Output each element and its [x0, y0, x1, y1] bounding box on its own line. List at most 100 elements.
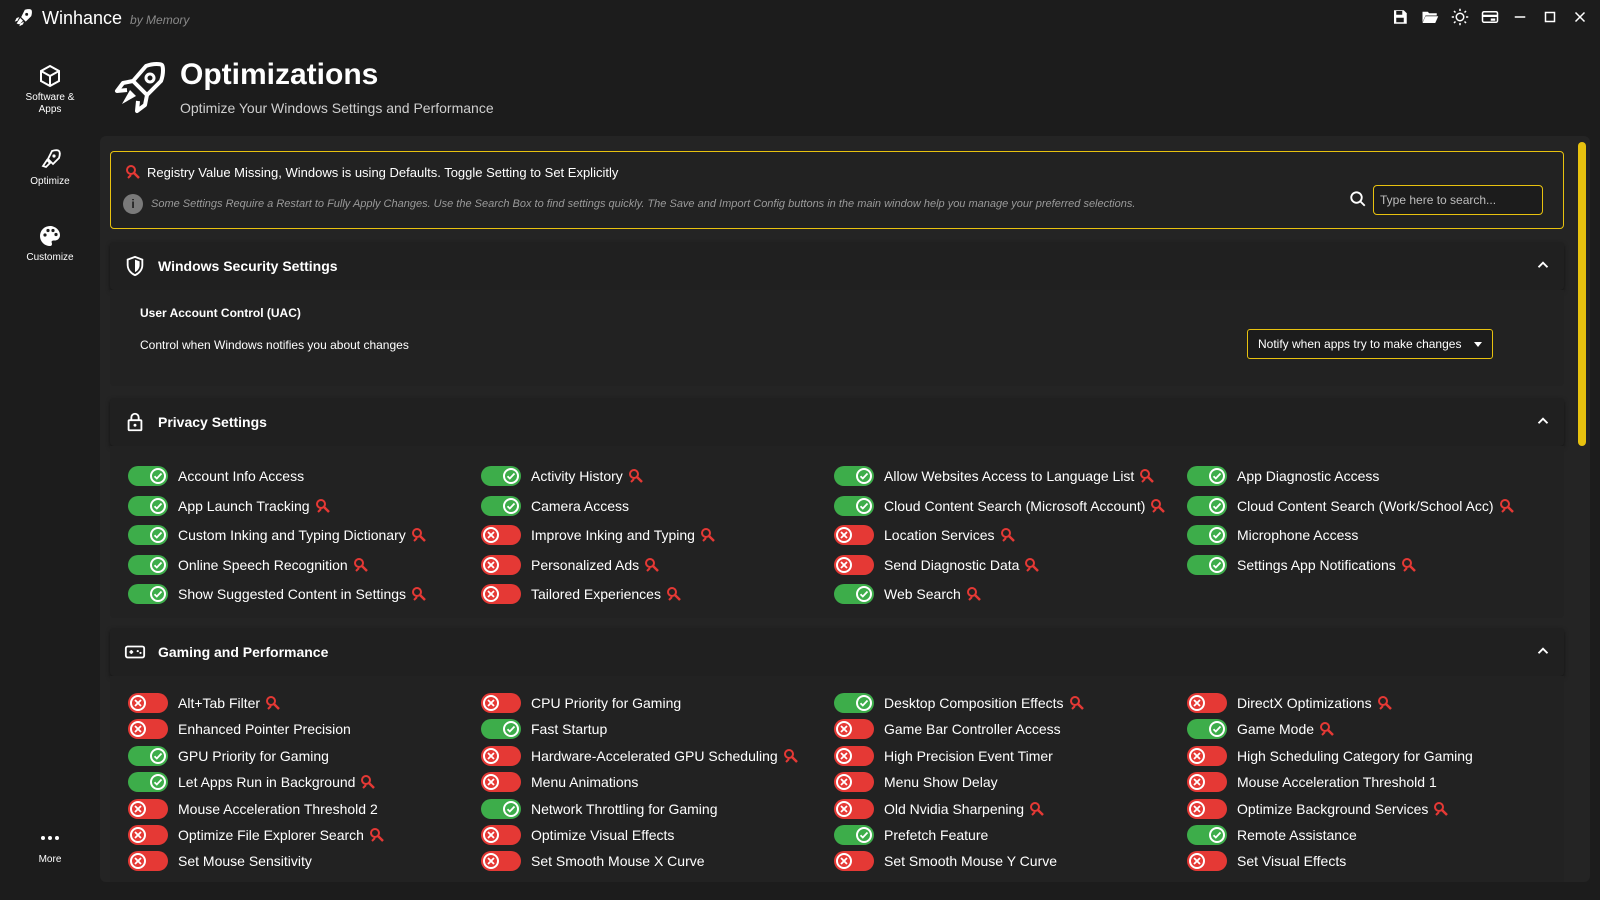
setting-label: Let Apps Run in Background: [178, 774, 356, 791]
search-input[interactable]: [1373, 185, 1543, 215]
check-icon: [506, 805, 516, 813]
setting-toggle[interactable]: [128, 495, 168, 516]
setting-label: Set Smooth Mouse X Curve: [531, 853, 705, 870]
registry-missing-icon: [369, 828, 384, 842]
setting-toggle[interactable]: [1187, 745, 1227, 766]
setting-toggle[interactable]: [481, 719, 521, 740]
x-icon: [1193, 699, 1201, 707]
setting-toggle[interactable]: [834, 466, 874, 486]
setting-toggle[interactable]: [481, 798, 521, 819]
toggle-knob: [1189, 747, 1205, 764]
setting-toggle[interactable]: [1187, 798, 1227, 819]
scrollbar-thumb[interactable]: [1578, 142, 1586, 446]
setting-toggle[interactable]: [128, 525, 168, 545]
setting-toggle[interactable]: [481, 554, 521, 575]
setting-toggle[interactable]: [1187, 495, 1227, 516]
setting-toggle[interactable]: [834, 525, 874, 545]
setting-item: Hardware-Accelerated GPU Scheduling: [481, 744, 799, 768]
x-icon: [840, 560, 848, 569]
setting-toggle[interactable]: [481, 466, 521, 486]
setting-toggle[interactable]: [834, 798, 874, 819]
setting-item: Mouse Acceleration Threshold 2: [128, 797, 378, 821]
setting-toggle[interactable]: [481, 525, 521, 545]
section-header-privacy[interactable]: Privacy Settings: [110, 398, 1564, 446]
x-icon: [487, 831, 495, 839]
toggle-knob: [483, 774, 499, 791]
setting-toggle[interactable]: [481, 495, 521, 516]
setting-toggle[interactable]: [128, 851, 168, 872]
setting-toggle[interactable]: [481, 772, 521, 793]
setting-toggle[interactable]: [481, 851, 521, 872]
uac-level-dropdown[interactable]: Notify when apps try to make changes: [1247, 329, 1493, 359]
setting-toggle[interactable]: [1187, 851, 1227, 872]
more-dots-icon: [41, 836, 59, 840]
sidebar-item-customize[interactable]: Customize: [0, 224, 100, 264]
setting-toggle[interactable]: [834, 772, 874, 793]
setting-toggle[interactable]: [128, 798, 168, 819]
setting-toggle[interactable]: [834, 825, 874, 845]
setting-item: Game Mode: [1187, 717, 1335, 741]
close-button[interactable]: [1568, 6, 1592, 28]
setting-toggle[interactable]: [128, 745, 168, 766]
setting-toggle[interactable]: [128, 584, 168, 604]
setting-toggle[interactable]: [128, 466, 168, 486]
setting-label: Prefetch Feature: [884, 827, 989, 843]
setting-label: DirectX Optimizations: [1237, 695, 1372, 711]
setting-toggle[interactable]: [128, 554, 168, 575]
section-header-gaming[interactable]: Gaming and Performance: [110, 628, 1564, 676]
shield-icon: [126, 255, 144, 277]
setting-label: App Launch Tracking: [178, 497, 310, 514]
setting-toggle[interactable]: [128, 693, 168, 713]
setting-toggle[interactable]: [834, 584, 874, 604]
setting-toggle[interactable]: [481, 745, 521, 766]
check-icon: [1212, 831, 1222, 839]
registry-missing-icon: [1140, 469, 1155, 483]
setting-toggle[interactable]: [834, 554, 874, 575]
toggle-knob: [836, 800, 852, 817]
theme-toggle-button[interactable]: [1448, 6, 1472, 28]
card-icon: [1481, 11, 1499, 23]
setting-toggle[interactable]: [1187, 466, 1227, 486]
setting-item: Tailored Experiences: [481, 582, 682, 606]
toggle-knob: [856, 695, 872, 711]
setting-item: Cloud Content Search (Microsoft Account): [834, 494, 1166, 518]
setting-toggle[interactable]: [834, 693, 874, 713]
registry-missing-icon: [700, 528, 715, 542]
setting-toggle[interactable]: [481, 693, 521, 713]
setting-toggle[interactable]: [834, 719, 874, 740]
toggle-knob: [836, 774, 852, 791]
minimize-button[interactable]: [1508, 6, 1532, 28]
setting-label: High Scheduling Category for Gaming: [1237, 747, 1473, 764]
import-config-button[interactable]: [1418, 6, 1442, 28]
sidebar-item-software-apps[interactable]: Software & Apps: [0, 64, 100, 116]
setting-toggle[interactable]: [1187, 825, 1227, 845]
setting-toggle[interactable]: [481, 584, 521, 604]
setting-toggle[interactable]: [1187, 525, 1227, 545]
app-name: Winhance: [42, 7, 123, 28]
registry-missing-icon: [412, 587, 426, 601]
setting-item: Set Mouse Sensitivity: [128, 849, 312, 873]
setting-label: Set Mouse Sensitivity: [178, 853, 312, 870]
sidebar-item-more[interactable]: More: [0, 826, 100, 866]
setting-toggle[interactable]: [128, 825, 168, 845]
setting-item: Set Smooth Mouse Y Curve: [834, 849, 1057, 873]
maximize-button[interactable]: [1538, 6, 1562, 28]
setting-toggle[interactable]: [1187, 772, 1227, 793]
title-bar: Winhance by Memory: [0, 0, 1600, 36]
setting-label: GPU Priority for Gaming: [178, 747, 329, 764]
donate-button[interactable]: [1478, 6, 1502, 28]
setting-toggle[interactable]: [1187, 719, 1227, 740]
setting-toggle[interactable]: [1187, 693, 1227, 713]
save-config-button[interactable]: [1388, 6, 1412, 28]
sidebar-item-optimize[interactable]: Optimize: [0, 148, 100, 188]
setting-toggle[interactable]: [834, 745, 874, 766]
section-header-security[interactable]: Windows Security Settings: [110, 242, 1564, 290]
setting-toggle[interactable]: [834, 495, 874, 516]
registry-missing-icon: [645, 557, 660, 572]
setting-toggle[interactable]: [1187, 554, 1227, 575]
cube-icon: [40, 64, 60, 88]
setting-toggle[interactable]: [834, 851, 874, 872]
setting-toggle[interactable]: [481, 825, 521, 845]
setting-toggle[interactable]: [128, 772, 168, 793]
setting-toggle[interactable]: [128, 719, 168, 740]
